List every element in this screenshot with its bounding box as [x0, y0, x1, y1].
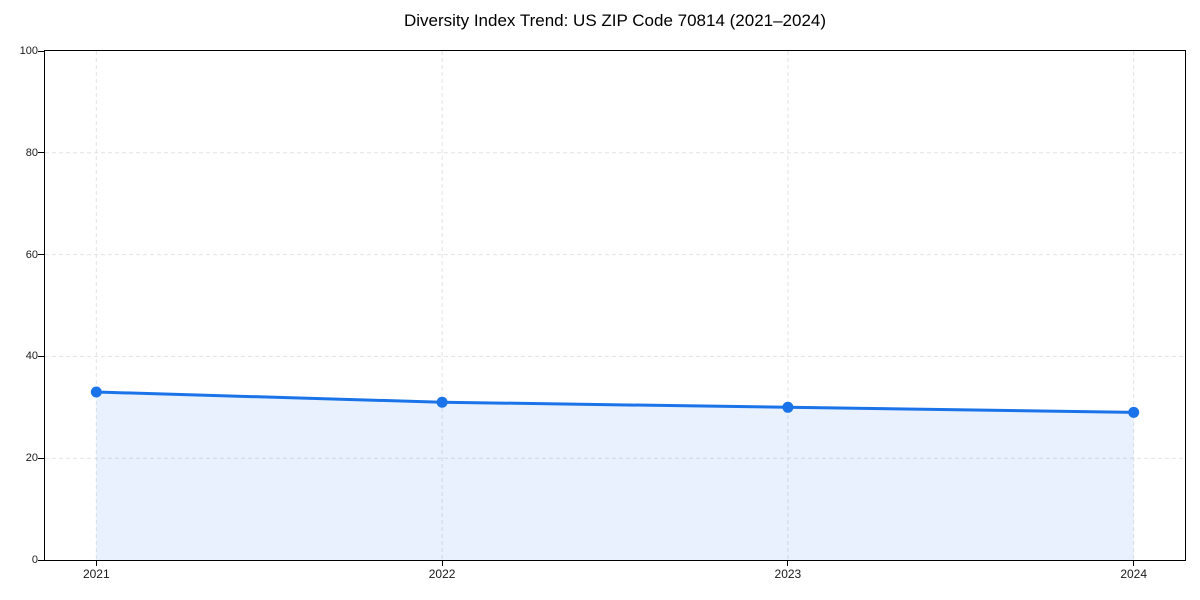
x-tick-label: 2022	[428, 567, 456, 581]
trend-line	[94, 390, 1136, 414]
y-tick-mark	[38, 457, 44, 459]
y-tick-mark	[38, 559, 44, 561]
data-point	[436, 396, 448, 408]
x-tick-mark	[1133, 561, 1135, 566]
x-tick-label: 2023	[774, 567, 802, 581]
y-tick-label: 100	[19, 45, 38, 57]
data-point	[90, 386, 102, 398]
y-tick-mark	[38, 254, 44, 256]
x-tick-mark	[95, 561, 97, 566]
y-tick-label: 0	[31, 554, 38, 566]
plot-canvas	[45, 51, 1185, 560]
y-tick-label: 20	[25, 452, 38, 465]
x-tick-mark	[441, 561, 443, 566]
data-point	[1128, 406, 1140, 418]
y-tick-label: 80	[25, 146, 38, 159]
data-point	[782, 401, 794, 413]
y-tick-mark	[38, 50, 44, 52]
y-tick-label: 40	[25, 350, 38, 363]
plot-area	[44, 50, 1186, 561]
area-fill	[96, 392, 1134, 560]
y-tick-mark	[38, 152, 44, 154]
y-tick-mark	[38, 355, 44, 357]
x-tick-label: 2021	[82, 567, 110, 581]
chart-title: Diversity Index Trend: US ZIP Code 70814…	[403, 11, 827, 30]
x-tick-label: 2024	[1120, 567, 1148, 581]
x-tick-mark	[787, 561, 789, 566]
y-tick-label: 60	[25, 248, 38, 261]
